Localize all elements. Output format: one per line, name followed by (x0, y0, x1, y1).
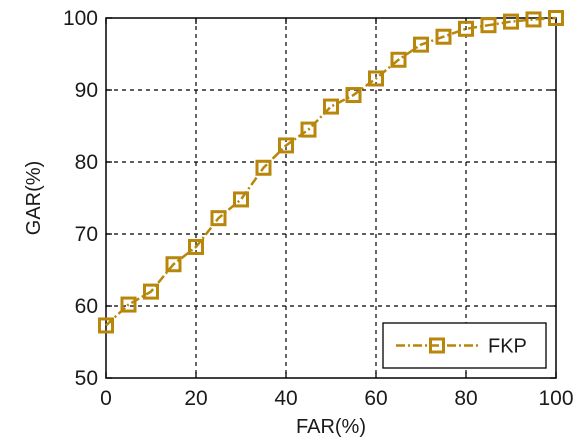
x-axis-label: FAR(%) (296, 416, 366, 438)
legend-square-marker (429, 337, 445, 354)
data-point (458, 20, 474, 37)
data-point (390, 51, 407, 68)
data-point (143, 283, 159, 300)
x-tick-label-40: 40 (274, 387, 297, 410)
data-point (278, 137, 294, 154)
data-point (120, 296, 137, 313)
data-point (345, 87, 362, 104)
data-point (300, 121, 317, 138)
y-tick-label-80: 80 (75, 151, 98, 174)
data-point (548, 10, 564, 26)
data-point (188, 238, 204, 255)
data-point (255, 159, 272, 176)
y-tick-label-60: 60 (75, 295, 98, 318)
x-tick-label-100: 100 (538, 387, 573, 410)
series-layer (98, 10, 564, 334)
data-point (368, 70, 384, 87)
data-point (98, 317, 114, 334)
x-tick-label-0: 0 (100, 387, 112, 410)
data-point (525, 11, 542, 28)
series-line-fkp (105, 16, 557, 327)
legend: FKP (382, 322, 547, 369)
y-tick-label-70: 70 (75, 223, 98, 246)
data-point (165, 256, 182, 273)
data-point (233, 191, 249, 208)
y-tick-label-90: 90 (75, 79, 98, 102)
y-tick-label-50: 50 (75, 367, 98, 390)
data-point (503, 13, 519, 30)
x-tick-label-80: 80 (454, 387, 477, 410)
x-tick-label-60: 60 (364, 387, 387, 410)
plot-frame (105, 17, 557, 379)
y-axis-label: GAR(%) (23, 161, 45, 235)
data-point (323, 98, 339, 115)
data-point (210, 210, 227, 227)
data-point (413, 36, 429, 53)
x-tick-label-20: 20 (184, 387, 207, 410)
data-point (435, 28, 452, 45)
axis-ticks: 0 20 40 60 80 100 50 60 70 80 90 100 (63, 7, 574, 410)
data-point (480, 17, 497, 34)
y-tick-label-100: 100 (63, 7, 98, 30)
legend-label-fkp: FKP (488, 336, 527, 358)
